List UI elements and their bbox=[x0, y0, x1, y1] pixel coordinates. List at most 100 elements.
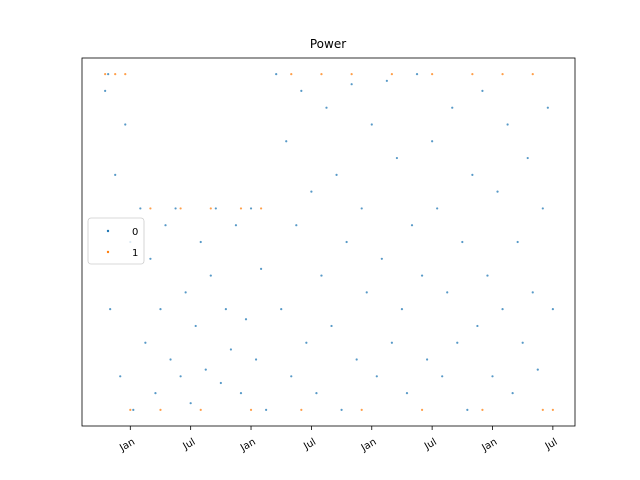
point bbox=[179, 207, 182, 210]
point bbox=[164, 224, 167, 227]
point bbox=[486, 274, 489, 277]
point bbox=[521, 341, 524, 344]
point bbox=[139, 207, 142, 210]
point bbox=[259, 207, 263, 210]
point bbox=[320, 73, 323, 76]
point bbox=[132, 408, 135, 411]
point bbox=[305, 341, 308, 344]
point bbox=[546, 106, 549, 109]
point bbox=[184, 291, 187, 294]
point bbox=[385, 79, 388, 82]
point bbox=[179, 375, 182, 378]
point bbox=[415, 73, 419, 76]
point bbox=[375, 375, 378, 378]
point bbox=[280, 308, 283, 311]
x-tick-label: Jan bbox=[359, 437, 379, 455]
point bbox=[104, 73, 107, 76]
point bbox=[159, 308, 162, 311]
point bbox=[400, 308, 404, 311]
point bbox=[159, 408, 162, 411]
point bbox=[355, 358, 358, 361]
point bbox=[451, 106, 454, 109]
legend-label: 0 bbox=[132, 227, 138, 238]
point bbox=[320, 274, 323, 277]
point bbox=[471, 73, 474, 76]
point bbox=[436, 207, 439, 210]
point bbox=[295, 224, 298, 227]
point bbox=[275, 73, 278, 76]
point bbox=[239, 207, 243, 210]
point bbox=[249, 408, 253, 411]
x-tick-label: Jan bbox=[479, 437, 499, 455]
point bbox=[214, 207, 217, 210]
point bbox=[431, 140, 434, 143]
x-tick-label: Jul bbox=[543, 437, 560, 453]
point bbox=[254, 358, 258, 361]
point bbox=[345, 240, 348, 244]
series-points bbox=[104, 73, 554, 411]
point bbox=[229, 348, 233, 351]
point bbox=[496, 190, 499, 193]
point bbox=[224, 308, 227, 311]
point bbox=[244, 318, 248, 321]
point bbox=[481, 89, 484, 93]
point bbox=[315, 391, 318, 395]
point bbox=[124, 73, 127, 76]
point bbox=[219, 381, 222, 385]
point bbox=[461, 240, 464, 244]
point bbox=[350, 73, 353, 76]
point bbox=[204, 368, 207, 371]
point bbox=[189, 402, 192, 405]
point bbox=[340, 408, 343, 411]
point bbox=[360, 207, 363, 210]
point bbox=[476, 324, 479, 328]
point bbox=[551, 308, 554, 311]
point bbox=[390, 73, 393, 76]
point bbox=[541, 408, 544, 411]
point bbox=[365, 291, 368, 294]
point bbox=[114, 173, 117, 176]
legend-marker bbox=[106, 229, 110, 233]
point bbox=[114, 73, 117, 76]
point bbox=[541, 207, 544, 210]
point bbox=[265, 408, 268, 411]
point bbox=[531, 73, 534, 76]
point bbox=[300, 89, 303, 93]
point bbox=[360, 408, 363, 411]
point bbox=[169, 358, 172, 361]
point bbox=[526, 156, 529, 160]
point bbox=[290, 73, 293, 76]
point bbox=[481, 408, 484, 411]
point bbox=[194, 324, 197, 328]
legend-box bbox=[87, 217, 145, 265]
x-tick-label: Jul bbox=[181, 437, 198, 453]
point bbox=[516, 240, 519, 244]
point bbox=[420, 274, 424, 277]
x-tick-label: Jan bbox=[238, 437, 258, 455]
series-points bbox=[104, 73, 554, 411]
point bbox=[199, 408, 202, 411]
point bbox=[446, 291, 449, 294]
point bbox=[426, 358, 429, 361]
point bbox=[124, 123, 127, 126]
point bbox=[370, 123, 373, 126]
point bbox=[501, 73, 504, 76]
point bbox=[249, 207, 253, 210]
point bbox=[551, 408, 554, 411]
point bbox=[441, 375, 444, 378]
point bbox=[259, 267, 263, 270]
point bbox=[174, 207, 177, 210]
point bbox=[104, 89, 107, 93]
point bbox=[410, 224, 414, 227]
point bbox=[536, 368, 539, 371]
point bbox=[380, 257, 383, 260]
x-tick-label: Jul bbox=[301, 437, 318, 453]
chart-title: Power bbox=[310, 37, 346, 51]
point bbox=[239, 391, 243, 395]
point bbox=[209, 274, 212, 277]
point bbox=[431, 73, 434, 76]
plot-frame bbox=[81, 57, 576, 427]
point bbox=[466, 408, 469, 411]
point bbox=[335, 173, 338, 176]
point bbox=[471, 173, 474, 176]
